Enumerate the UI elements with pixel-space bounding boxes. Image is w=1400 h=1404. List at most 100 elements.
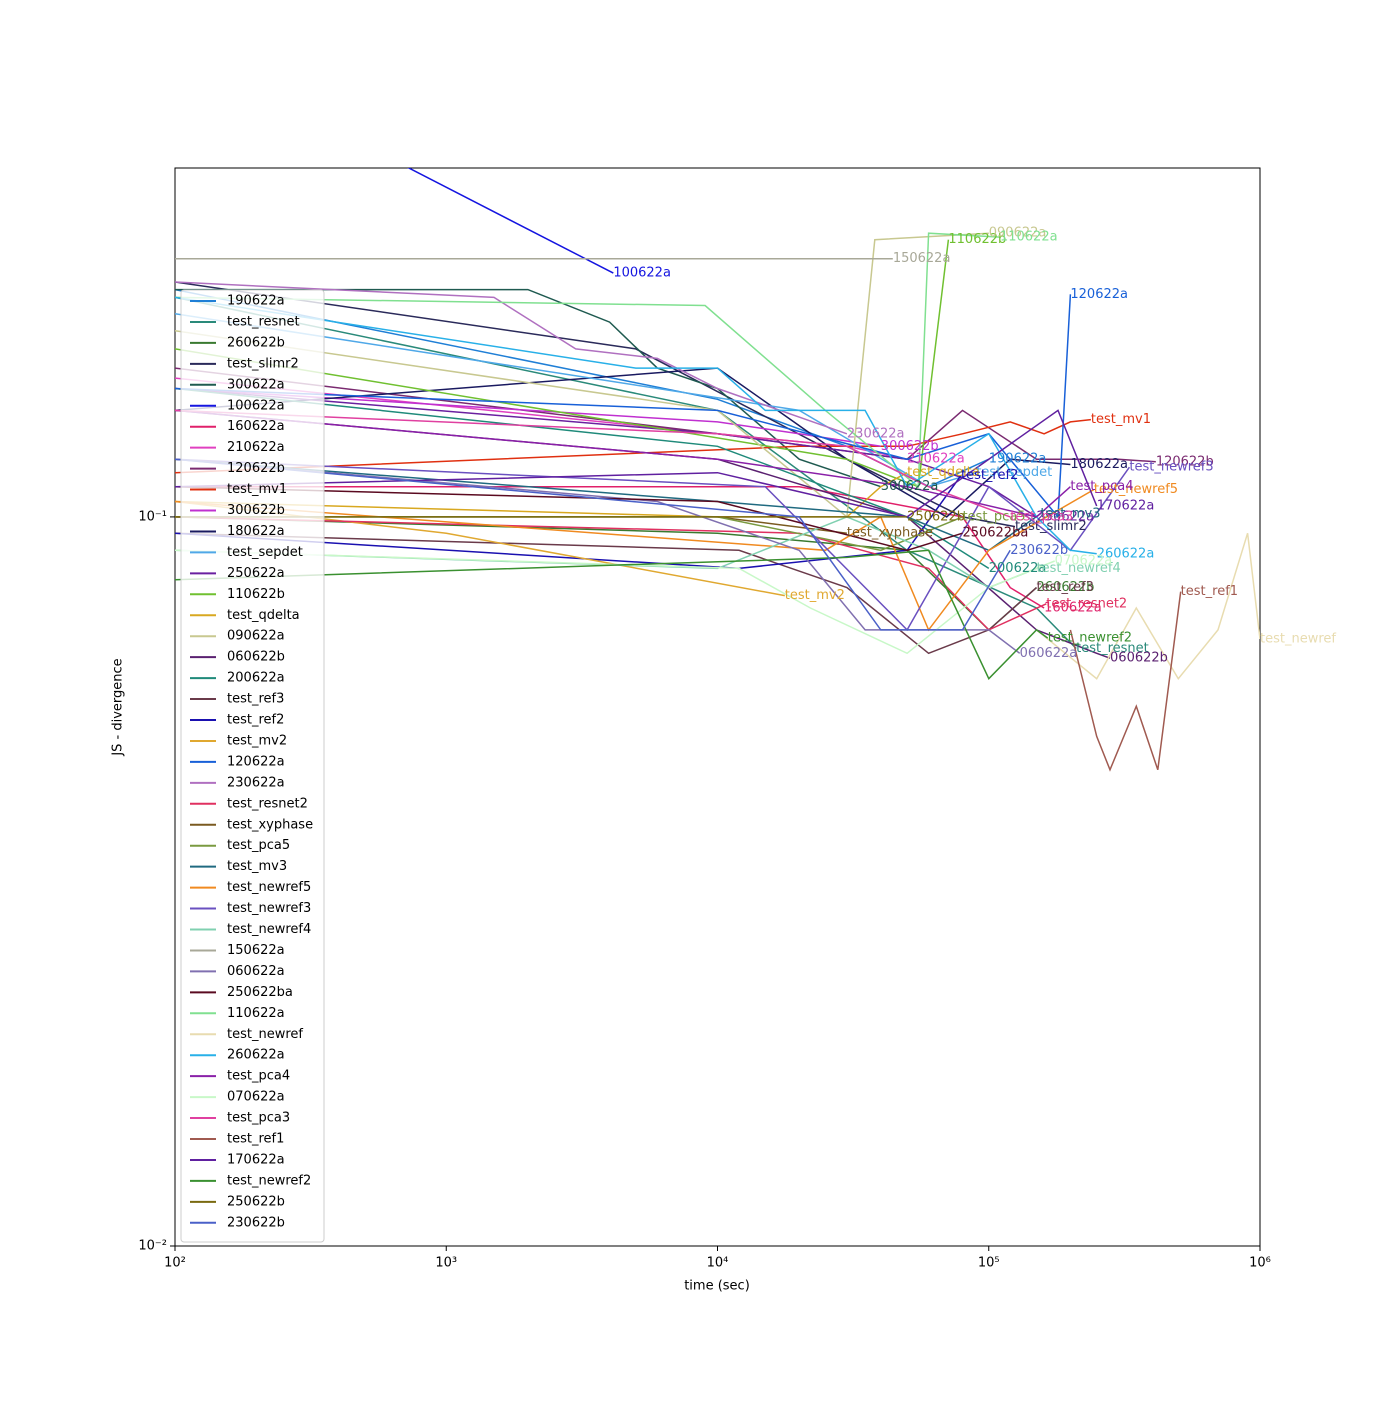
series-line bbox=[175, 367, 1071, 518]
end-label: 070622a bbox=[1055, 554, 1113, 569]
legend-label: 120622a bbox=[227, 754, 285, 769]
legend-label: test_newref4 bbox=[227, 922, 311, 937]
series-line bbox=[175, 296, 1097, 555]
series-line bbox=[175, 294, 1072, 519]
end-label: test_mv1 bbox=[1091, 412, 1151, 427]
series-line bbox=[1036, 532, 1260, 681]
end-label: 250622ba bbox=[962, 526, 1028, 541]
end-label: 300622a bbox=[881, 479, 939, 494]
legend-label: 090622a bbox=[227, 629, 285, 644]
y-tick-label: 10⁻¹ bbox=[138, 509, 167, 524]
legend-label: test_resnet bbox=[227, 314, 300, 329]
plot-frame bbox=[174, 167, 1261, 1247]
legend-label: 200622a bbox=[227, 671, 285, 686]
series-line bbox=[175, 458, 1021, 654]
series-line bbox=[175, 418, 1091, 474]
legend-label: 250622ba bbox=[227, 985, 293, 1000]
legend-label: 170622a bbox=[227, 1152, 285, 1167]
series-line bbox=[175, 281, 848, 435]
legend-label: test_pca4 bbox=[227, 1069, 290, 1084]
x-tick-label: 10⁶ bbox=[1249, 1256, 1271, 1271]
x-tick-label: 10⁴ bbox=[707, 1256, 729, 1271]
legend-label: test_ref2 bbox=[227, 713, 284, 728]
legend-label: 230622b bbox=[227, 1215, 285, 1230]
end-label: 150622a bbox=[893, 251, 951, 266]
end-label: test_slimr2 bbox=[1015, 519, 1087, 534]
series-line bbox=[175, 488, 1095, 632]
series-line bbox=[175, 239, 950, 488]
end-label: 250622a bbox=[1037, 509, 1095, 524]
end-label: test_newref bbox=[1260, 632, 1336, 647]
series-line bbox=[175, 485, 963, 552]
legend-label: test_ref3 bbox=[227, 692, 284, 707]
legend-label: test_mv2 bbox=[227, 733, 287, 748]
legend-label: test_qdelta bbox=[227, 608, 300, 623]
end-label: 230622b bbox=[1010, 543, 1068, 558]
x-tick-label: 10³ bbox=[435, 1256, 457, 1271]
legend-label: 260622a bbox=[227, 1048, 285, 1063]
end-label: test_pca4 bbox=[1070, 479, 1133, 494]
legend-label: test_xyphase bbox=[227, 817, 313, 832]
end-label: 260622b bbox=[1037, 580, 1095, 595]
series-line bbox=[175, 409, 1011, 518]
end-label: test_mv2 bbox=[785, 588, 845, 603]
legend-label: 060622a bbox=[227, 964, 285, 979]
end-label: 060622b bbox=[1110, 651, 1168, 666]
series-line bbox=[175, 549, 1055, 655]
legend-label: test_pca5 bbox=[227, 838, 290, 853]
legend-label: 230622a bbox=[227, 775, 285, 790]
end-labels: 190622a test_resnet 260622b test_slimr2 3006… bbox=[613, 226, 1336, 666]
legend-label: 110622b bbox=[227, 587, 285, 602]
end-label: test_sepdet bbox=[976, 465, 1052, 480]
legend-label: 300622b bbox=[227, 503, 285, 518]
legend-label: 070622a bbox=[227, 1090, 285, 1105]
legend-label: 250622a bbox=[227, 566, 285, 581]
end-label: test_ref1 bbox=[1181, 584, 1238, 599]
end-label: 190622a bbox=[989, 452, 1047, 467]
y-axis-label: JS - divergence bbox=[111, 658, 126, 756]
legend-label: 190622a bbox=[227, 294, 285, 309]
series-line bbox=[175, 516, 1047, 631]
legend-label: 100622a bbox=[227, 398, 285, 413]
end-label: test_qdelta bbox=[907, 465, 980, 480]
series-line bbox=[175, 458, 1011, 631]
legend-label: test_mv3 bbox=[227, 859, 287, 874]
legend-label: test_newref2 bbox=[227, 1173, 311, 1188]
end-label: test_newref5 bbox=[1094, 482, 1178, 497]
end-label: test_ref3 bbox=[1037, 580, 1094, 595]
end-label: 250622b bbox=[907, 509, 965, 524]
series-line bbox=[175, 387, 881, 448]
legend-label: 110622a bbox=[227, 1006, 285, 1021]
series-line bbox=[175, 387, 990, 570]
series-line bbox=[175, 409, 1098, 518]
x-tick-label: 10² bbox=[164, 1256, 186, 1271]
end-label: test_pca3 bbox=[1010, 509, 1073, 524]
end-label: 200622a bbox=[989, 561, 1047, 576]
legend-label: test_sepdet bbox=[227, 545, 303, 560]
end-label: test_newref3 bbox=[1129, 460, 1213, 475]
legend-label: test_slimr2 bbox=[227, 356, 299, 371]
legend-frame bbox=[180, 289, 325, 1243]
end-label: test_xyphase bbox=[847, 526, 933, 541]
x-tick-label: 10⁵ bbox=[978, 1256, 1000, 1271]
y-tick-label: 10⁻² bbox=[138, 1239, 167, 1254]
legend-label: test_newref5 bbox=[227, 880, 311, 895]
legend-label: 160622a bbox=[227, 419, 285, 434]
legend-label: test_resnet2 bbox=[227, 796, 308, 811]
x-axis-label: time (sec) bbox=[684, 1279, 750, 1294]
end-label: 090622a bbox=[989, 226, 1047, 241]
end-label: 060622a bbox=[1020, 646, 1078, 661]
legend-label: 300622a bbox=[227, 377, 285, 392]
legend-label: test_pca3 bbox=[227, 1111, 290, 1126]
legend: 190622a test_resnet 260622b test_slimr2 3006… bbox=[180, 289, 325, 1243]
legend-label: 260622b bbox=[227, 335, 285, 350]
end-label: 210622a bbox=[907, 452, 965, 467]
legend-label: test_ref1 bbox=[227, 1132, 284, 1147]
end-label: 120622b bbox=[1156, 454, 1214, 469]
legend-label: 120622b bbox=[227, 461, 285, 476]
plot-lines bbox=[175, 168, 1260, 772]
series-line bbox=[407, 168, 614, 274]
legend-label: 210622a bbox=[227, 440, 285, 455]
legend-label: 060622b bbox=[227, 650, 285, 665]
